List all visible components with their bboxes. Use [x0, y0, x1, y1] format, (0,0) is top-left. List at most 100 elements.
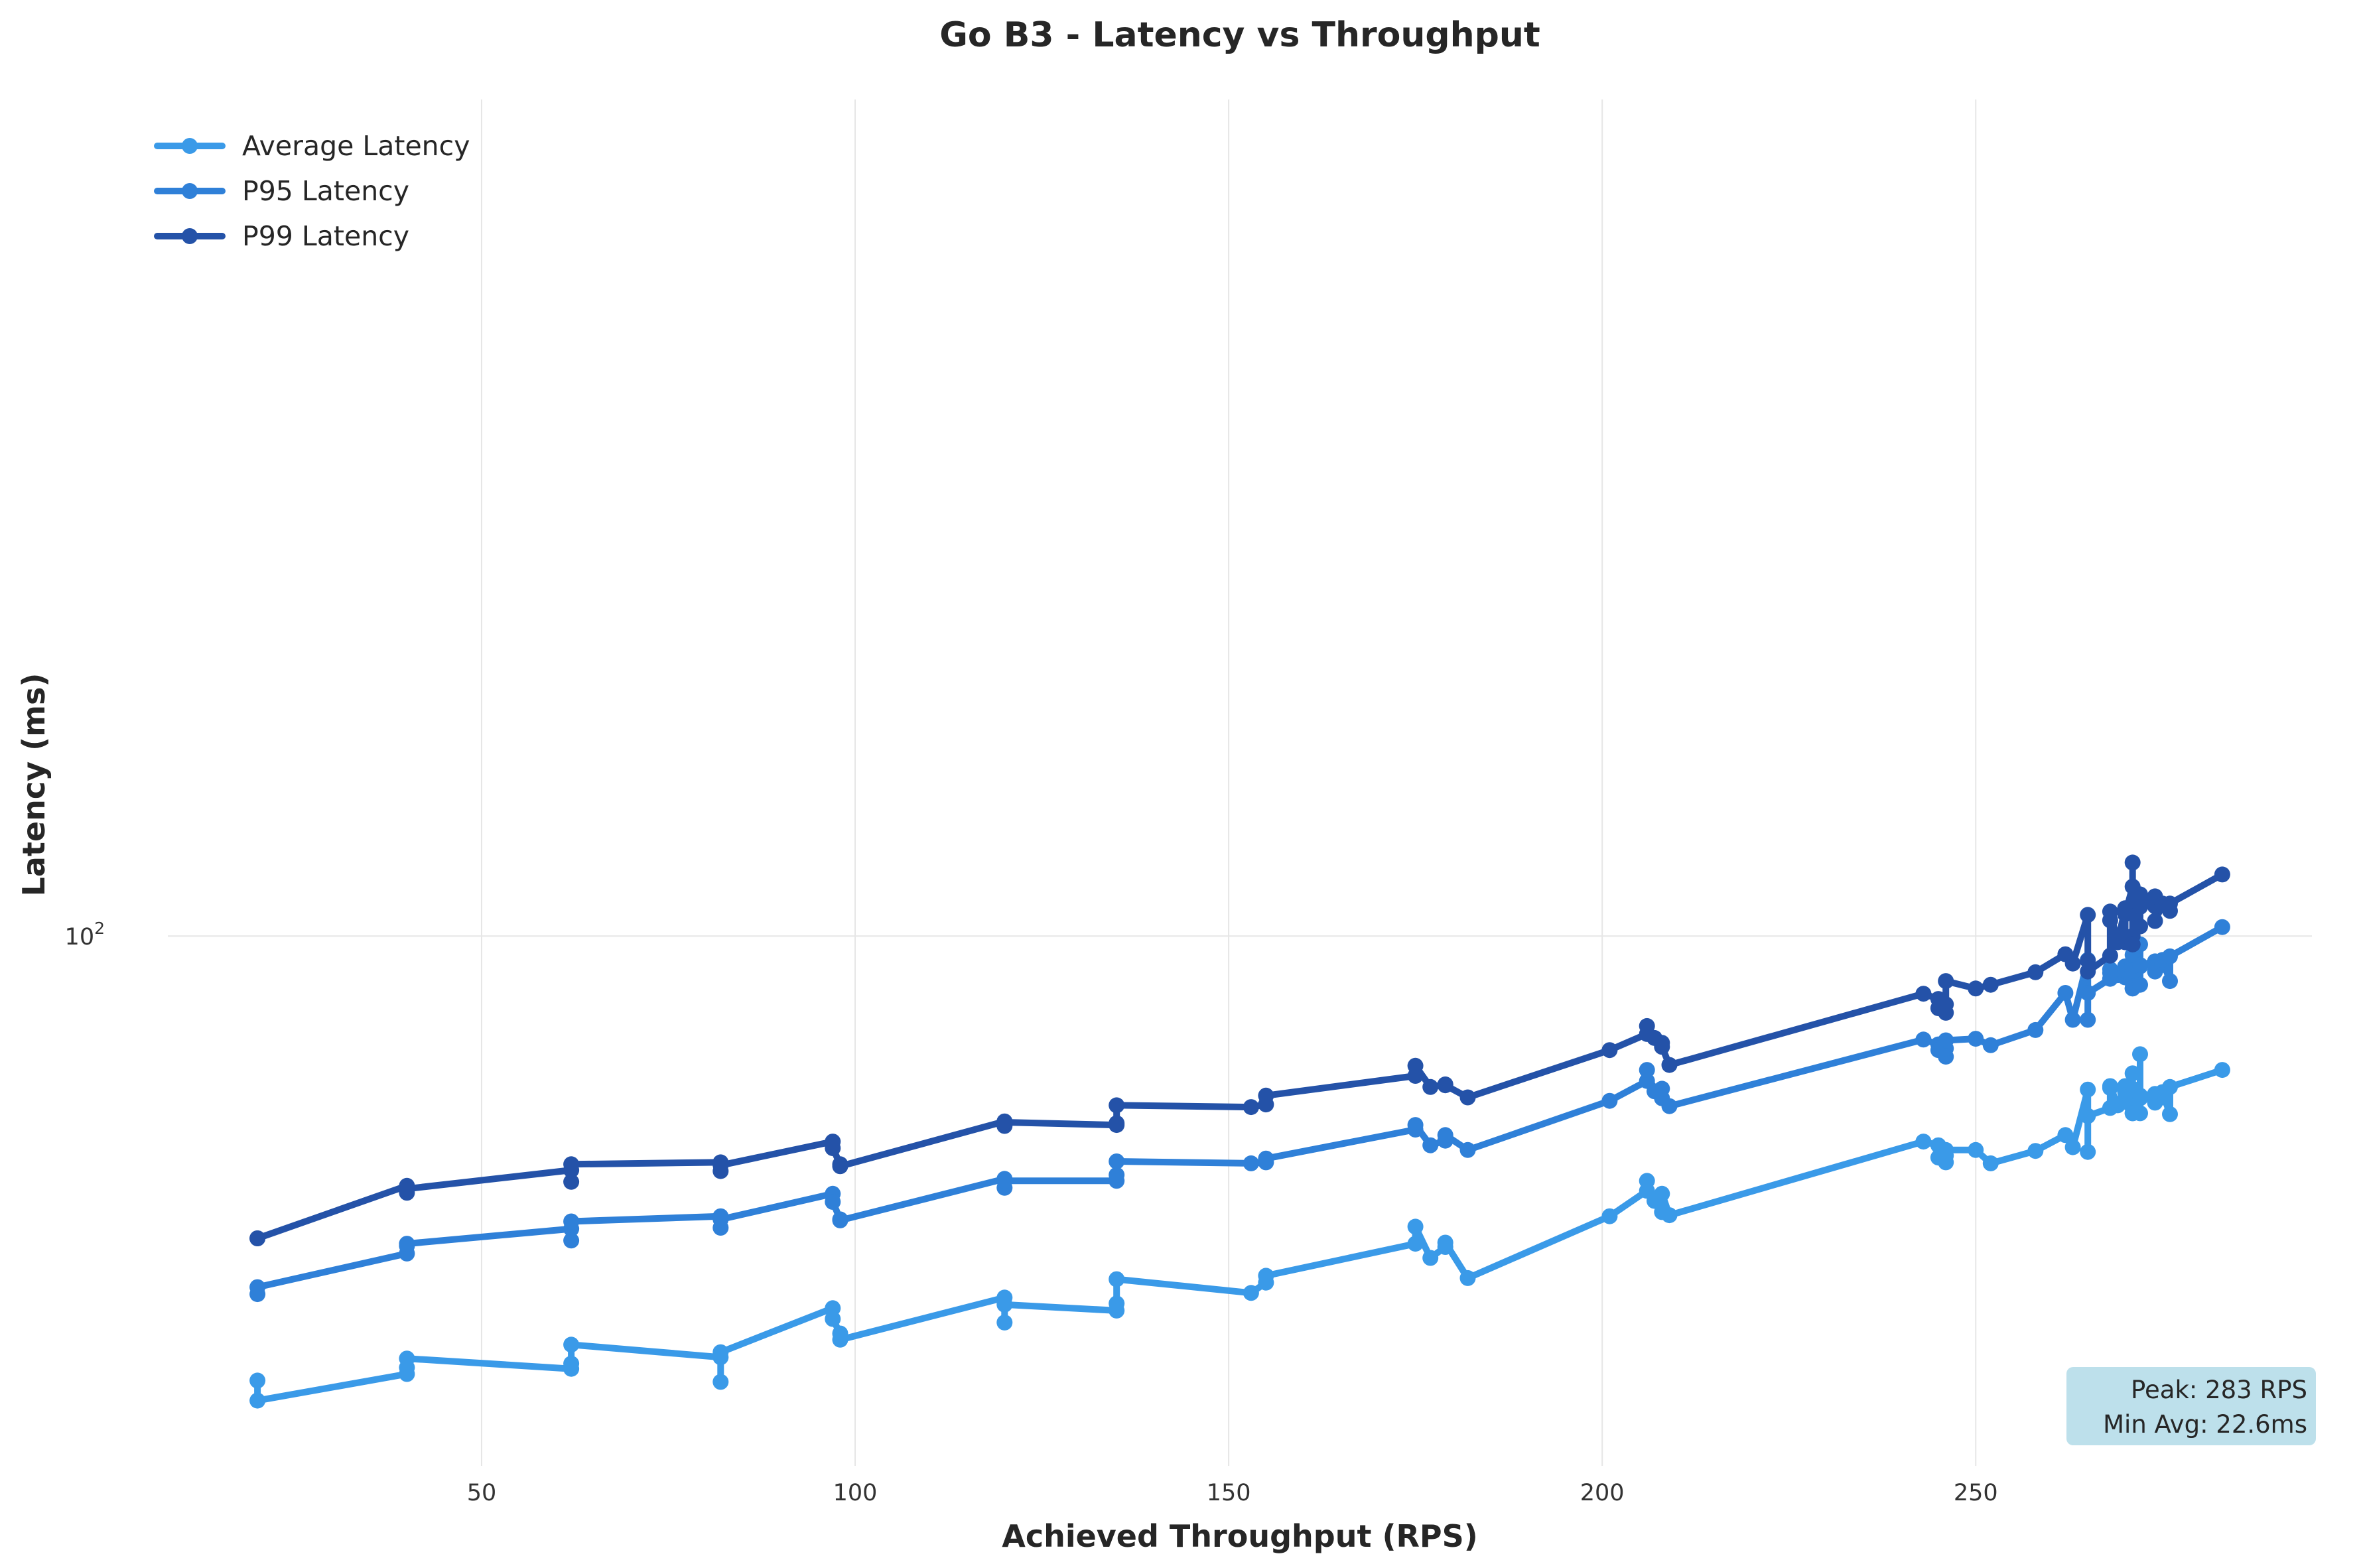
data-point: [2214, 866, 2230, 883]
data-point: [1422, 1137, 1439, 1153]
data-point: [1661, 1098, 1678, 1114]
data-point: [712, 1374, 729, 1390]
data-point: [1915, 1134, 1932, 1150]
data-point: [2162, 973, 2178, 990]
data-point: [1407, 1117, 1424, 1134]
x-tick-label: 100: [833, 1480, 878, 1506]
data-point: [2080, 907, 2096, 923]
data-point: [1982, 976, 1999, 993]
data-point: [563, 1337, 580, 1353]
data-point: [1437, 1234, 1453, 1251]
series-2: [249, 919, 2230, 1303]
data-point: [1109, 1295, 1125, 1312]
data-point: [1915, 986, 1932, 1002]
series-3: [249, 854, 2230, 1246]
data-point: [1661, 1207, 1678, 1224]
data-point: [399, 1181, 415, 1197]
x-tick-label: 250: [1954, 1480, 1998, 1506]
chart-title: Go B3 - Latency vs Throughput: [939, 15, 1540, 55]
data-point: [2132, 918, 2148, 935]
data-point: [1938, 973, 1954, 990]
data-point: [1982, 1155, 1999, 1171]
data-point: [1243, 1099, 1259, 1116]
data-point: [1654, 1185, 1670, 1202]
data-point: [2080, 1143, 2096, 1160]
legend-marker: [182, 183, 198, 199]
data-point: [2124, 854, 2141, 871]
data-point: [1915, 1031, 1932, 1048]
data-point: [1968, 1142, 1984, 1158]
data-point: [2124, 936, 2141, 952]
data-point: [2064, 1139, 2081, 1155]
data-point: [2102, 947, 2118, 964]
data-point: [825, 1140, 841, 1156]
data-point: [2124, 1065, 2141, 1082]
data-point: [1639, 1062, 1655, 1078]
data-point: [1109, 1167, 1125, 1183]
data-point: [1109, 1115, 1125, 1132]
data-point: [2027, 964, 2044, 980]
data-point: [1437, 1077, 1453, 1094]
legend-marker: [182, 138, 198, 154]
data-point: [1258, 1268, 1274, 1284]
data-point: [1661, 1057, 1678, 1073]
data-point: [1639, 1017, 1655, 1034]
data-point: [1407, 1057, 1424, 1074]
legend-item: P95 Latency: [154, 175, 409, 207]
stats-annotation-box: [2066, 1367, 2316, 1445]
data-point: [2027, 1021, 2044, 1038]
data-point: [2132, 1046, 2148, 1063]
data-point: [563, 1213, 580, 1230]
x-tick-labels: 50 100 150 200 250: [467, 1480, 1998, 1506]
data-point: [1422, 1078, 1439, 1095]
data-point: [712, 1211, 729, 1228]
data-point: [2080, 963, 2096, 980]
x-axis-label: Achieved Throughput (RPS): [1002, 1518, 1478, 1554]
data-point: [825, 1311, 841, 1327]
data-point: [2080, 1108, 2096, 1124]
data-point: [832, 1331, 848, 1348]
data-point: [2027, 1143, 2044, 1159]
data-point: [1982, 1037, 1999, 1053]
series-line: [254, 923, 2226, 1298]
legend-marker: [182, 228, 198, 244]
data-point: [2214, 919, 2230, 935]
data-point: [563, 1173, 580, 1190]
data-point: [712, 1344, 729, 1360]
data-point: [1601, 1208, 1618, 1224]
data-point: [1407, 1218, 1424, 1235]
data-point: [249, 1230, 266, 1246]
series-layer: [249, 854, 2230, 1409]
data-point: [996, 1296, 1013, 1313]
legend-item: P99 Latency: [154, 220, 409, 252]
data-point: [1654, 1080, 1670, 1097]
data-point: [1243, 1155, 1259, 1171]
data-point: [2064, 1012, 2081, 1028]
data-point: [563, 1232, 580, 1249]
data-point: [2057, 1127, 2074, 1143]
legend-label: P95 Latency: [242, 175, 409, 207]
data-point: [1639, 1173, 1655, 1189]
data-point: [249, 1372, 266, 1389]
data-point: [1422, 1250, 1439, 1266]
data-point: [712, 1157, 729, 1173]
data-point: [825, 1194, 841, 1210]
data-point: [399, 1350, 415, 1367]
data-point: [2132, 898, 2148, 915]
data-point: [1109, 1153, 1125, 1169]
data-point: [563, 1355, 580, 1372]
y-tick-label: 102: [65, 919, 105, 950]
data-point: [2162, 1078, 2178, 1095]
data-point: [249, 1279, 266, 1295]
data-point: [2080, 985, 2096, 1001]
data-point: [2102, 903, 2118, 920]
y-axis-label: Latency (ms): [16, 673, 52, 897]
data-point: [2132, 956, 2148, 973]
data-point: [1968, 980, 1984, 997]
x-tick-label: 200: [1580, 1480, 1625, 1506]
data-point: [2132, 886, 2148, 903]
data-point: [563, 1156, 580, 1173]
data-point: [2214, 1062, 2230, 1078]
data-point: [399, 1236, 415, 1252]
